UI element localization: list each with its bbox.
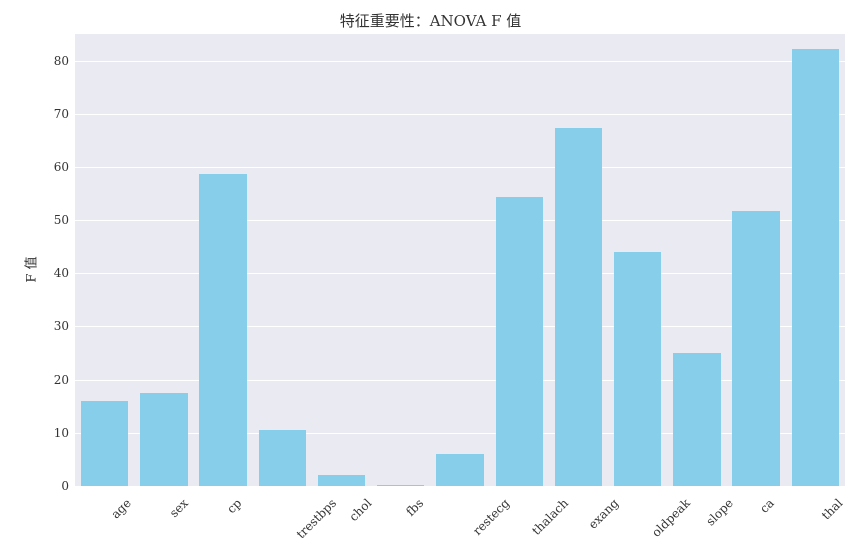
- bar: [436, 454, 483, 486]
- gridline: [75, 486, 845, 487]
- x-tick-label: sex: [167, 496, 191, 520]
- x-tick-label: cp: [224, 496, 244, 516]
- y-tick-label: 80: [54, 54, 69, 68]
- gridline: [75, 114, 845, 115]
- bar: [140, 393, 187, 486]
- bar: [199, 174, 246, 486]
- y-tick-label: 60: [54, 160, 69, 174]
- x-tick-label: thalach: [529, 496, 571, 538]
- y-axis-label: F 值: [21, 256, 40, 282]
- x-tick-label: restecg: [470, 496, 512, 538]
- bar: [81, 401, 128, 486]
- gridline: [75, 433, 845, 434]
- gridline: [75, 220, 845, 221]
- chart-container: 特征重要性：ANOVA F 值 0 10 20 30 40 50 60 70 80 F 值 ag…: [0, 0, 861, 559]
- bar: [732, 211, 779, 486]
- x-tick-label: exang: [586, 496, 622, 532]
- x-tick-label: fbs: [403, 496, 426, 519]
- bar: [318, 475, 365, 486]
- x-tick-label: age: [108, 496, 133, 521]
- x-tick-label: thal: [819, 496, 846, 523]
- gridline: [75, 61, 845, 62]
- plot-area: [75, 34, 845, 486]
- y-tick-label: 50: [54, 213, 69, 227]
- bar: [673, 353, 720, 486]
- gridline: [75, 273, 845, 274]
- x-tick-label: chol: [346, 496, 374, 524]
- y-tick-label: 40: [54, 266, 69, 280]
- y-tick-label: 0: [61, 479, 69, 493]
- bar: [377, 485, 424, 486]
- y-tick-label: 30: [54, 319, 69, 333]
- bar: [555, 128, 602, 486]
- gridline: [75, 326, 845, 327]
- bar: [792, 49, 839, 486]
- y-tick-label: 10: [54, 426, 69, 440]
- x-tick-label: oldpeak: [649, 496, 693, 540]
- x-tick-label: trestbps: [294, 496, 339, 541]
- chart-title: 特征重要性：ANOVA F 值: [0, 10, 861, 31]
- y-tick-label: 20: [54, 373, 69, 387]
- x-tick-label: slope: [703, 496, 736, 529]
- bar: [259, 430, 306, 486]
- x-tick-label: ca: [757, 496, 777, 516]
- y-tick-label: 70: [54, 107, 69, 121]
- bar: [614, 252, 661, 487]
- gridline: [75, 380, 845, 381]
- gridline: [75, 167, 845, 168]
- bar: [496, 197, 543, 486]
